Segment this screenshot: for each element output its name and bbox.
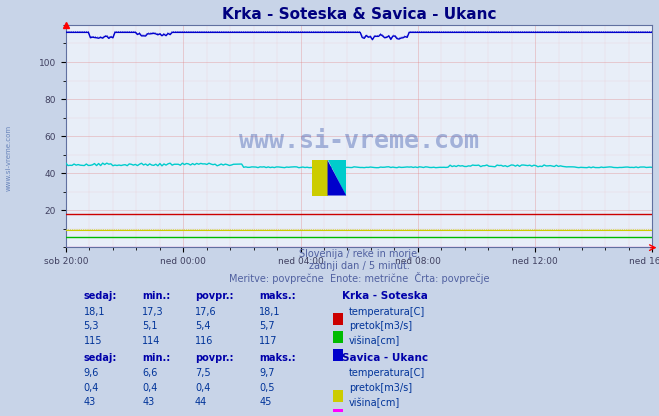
Text: Slovenija / reke in morje.: Slovenija / reke in morje. [299, 249, 420, 259]
Text: 114: 114 [142, 336, 161, 346]
Text: Krka - Soteska: Krka - Soteska [341, 291, 428, 301]
Text: višina[cm]: višina[cm] [349, 397, 401, 408]
Text: 7,5: 7,5 [195, 369, 211, 379]
Text: min.:: min.: [142, 291, 171, 301]
Text: 43: 43 [142, 397, 154, 407]
Text: temperatura[C]: temperatura[C] [349, 307, 426, 317]
Text: višina[cm]: višina[cm] [349, 336, 401, 346]
Text: min.:: min.: [142, 353, 171, 363]
Text: povpr.:: povpr.: [195, 353, 233, 363]
Text: 5,7: 5,7 [260, 321, 275, 331]
Text: povpr.:: povpr.: [195, 291, 233, 301]
Bar [333, 331, 343, 343]
Text: 5,4: 5,4 [195, 321, 210, 331]
Text: pretok[m3/s]: pretok[m3/s] [349, 321, 413, 331]
Text: pretok[m3/s]: pretok[m3/s] [349, 383, 413, 393]
Text: 0,4: 0,4 [195, 383, 210, 393]
Text: maks.:: maks.: [260, 353, 296, 363]
Bar [333, 391, 343, 402]
Text: 116: 116 [195, 336, 214, 346]
Bar [333, 409, 343, 416]
Text: Savica - Ukanc: Savica - Ukanc [341, 353, 428, 363]
Text: www.si-vreme.com: www.si-vreme.com [5, 125, 12, 191]
Title: Krka - Soteska & Savica - Ukanc: Krka - Soteska & Savica - Ukanc [222, 7, 496, 22]
Text: 9,6: 9,6 [84, 369, 99, 379]
Text: temperatura[C]: temperatura[C] [349, 369, 426, 379]
Text: 5,3: 5,3 [84, 321, 99, 331]
Text: zadnji dan / 5 minut.: zadnji dan / 5 minut. [308, 260, 410, 270]
Text: 5,1: 5,1 [142, 321, 158, 331]
Text: maks.:: maks.: [260, 291, 296, 301]
Text: www.si-vreme.com: www.si-vreme.com [239, 129, 479, 153]
Polygon shape [328, 160, 346, 196]
Text: 0,4: 0,4 [142, 383, 158, 393]
Text: 44: 44 [195, 397, 207, 407]
Text: 0,4: 0,4 [84, 383, 99, 393]
Text: 9,7: 9,7 [260, 369, 275, 379]
Bar [333, 349, 343, 361]
Text: 17,3: 17,3 [142, 307, 164, 317]
Text: 0,5: 0,5 [260, 383, 275, 393]
Text: 18,1: 18,1 [260, 307, 281, 317]
Text: 117: 117 [260, 336, 278, 346]
Bar [312, 160, 328, 196]
Polygon shape [328, 160, 346, 196]
Text: 115: 115 [84, 336, 102, 346]
Text: sedaj:: sedaj: [84, 353, 117, 363]
Text: 45: 45 [260, 397, 272, 407]
Text: 6,6: 6,6 [142, 369, 158, 379]
Bar [333, 313, 343, 325]
Text: Meritve: povprečne  Enote: metrične  Črta: povprečje: Meritve: povprečne Enote: metrične Črta:… [229, 272, 490, 285]
Text: 18,1: 18,1 [84, 307, 105, 317]
Text: 43: 43 [84, 397, 96, 407]
Text: sedaj:: sedaj: [84, 291, 117, 301]
Text: 17,6: 17,6 [195, 307, 217, 317]
